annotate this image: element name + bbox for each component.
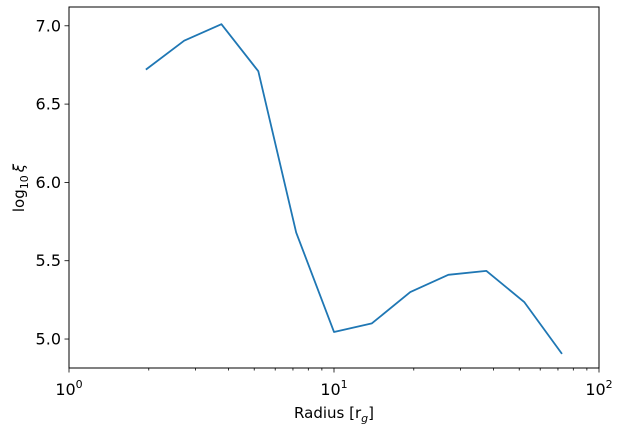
series-layer xyxy=(145,23,563,355)
y-tick-label: 5.0 xyxy=(36,330,61,349)
y-axis-label: log10ξ xyxy=(10,163,31,212)
x-tick-label: 102 xyxy=(585,378,612,399)
axis-ticks xyxy=(64,25,600,373)
tick-labels: 100 101 102 5.0 5.5 6.0 6.5 7.0 xyxy=(36,16,613,399)
y-tick-label: 7.0 xyxy=(36,16,61,35)
y-tick-label: 5.5 xyxy=(36,251,61,270)
x-axis-label: Radius [rg] xyxy=(294,404,374,425)
x-tick-label: 101 xyxy=(320,378,347,399)
plot-frame xyxy=(68,6,600,369)
y-tick-label: 6.5 xyxy=(36,95,61,114)
x-tick-label: 100 xyxy=(55,378,82,399)
y-tick-label: 6.0 xyxy=(36,173,61,192)
series-line xyxy=(145,23,563,355)
plot-background xyxy=(69,7,599,368)
